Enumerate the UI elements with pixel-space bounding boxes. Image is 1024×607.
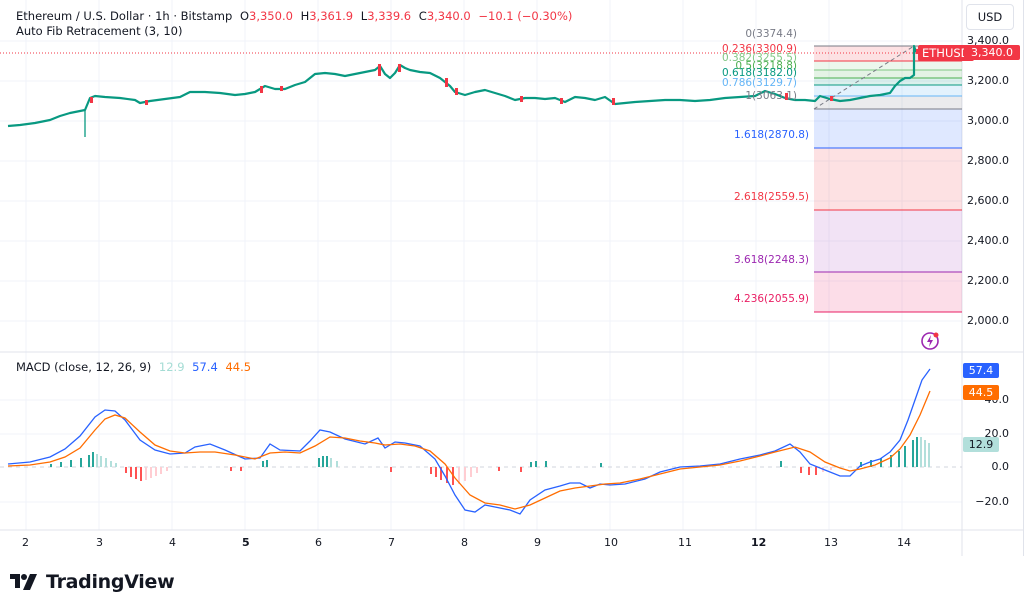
fib-label-0236: 0.236(3300.9): [722, 43, 797, 55]
high-value: 3,361.9: [309, 9, 354, 23]
time-label: 8: [461, 536, 468, 549]
macd-legend[interactable]: MACD (close, 12, 26, 9) 12.9 57.4 44.5: [16, 360, 251, 374]
fib-retracement-zones: [813, 45, 962, 313]
close-value: 3,340.0: [426, 9, 471, 23]
change-value: −10.1 (−0.30%): [478, 9, 573, 23]
time-label: 5: [242, 536, 250, 549]
chart-canvas[interactable]: [0, 0, 1024, 556]
low-value: 3,339.6: [367, 9, 412, 23]
time-label: 10: [604, 536, 618, 549]
open-value: 3,350.0: [249, 9, 293, 23]
price-tick: 2,600.0: [967, 194, 1009, 207]
fib-label-3618: 3.618(2248.3): [734, 254, 809, 266]
open-label: O: [239, 9, 250, 23]
fib-label-1618: 1.618(2870.8): [734, 129, 809, 141]
fib-label-0786: 0.786(3129.7): [722, 77, 797, 89]
indicator-legend[interactable]: Auto Fib Retracement (3, 10): [16, 24, 183, 38]
last-price-tag: 3,340.0: [964, 45, 1020, 60]
macd-histogram-value: 12.9: [158, 360, 185, 374]
macd-tick: 20.0: [984, 427, 1010, 440]
fib-label-0382: 0.382(3255.5): [722, 52, 797, 64]
time-label: 2: [22, 536, 29, 549]
time-label: 11: [678, 536, 692, 549]
time-label: 6: [315, 536, 322, 549]
low-label: L: [360, 9, 368, 23]
price-tick: 3,200.0: [967, 74, 1009, 87]
fib-label-2618: 2.618(2559.5): [734, 191, 809, 203]
fib-label-4236: 4.236(2055.9): [734, 293, 809, 305]
symbol-title: Ethereum / U.S. Dollar · 1h · Bitstamp: [16, 9, 233, 23]
fib-label-1: 1(3063.1): [745, 90, 797, 102]
lightning-alert-icon[interactable]: [920, 331, 940, 351]
high-label: H: [300, 9, 310, 23]
time-label: 7: [388, 536, 395, 549]
time-label: 14: [897, 536, 911, 549]
currency-button[interactable]: USD: [966, 4, 1014, 30]
fib-label-05: 0.5(3218.8): [735, 60, 797, 72]
macd-signal-value: 44.5: [225, 360, 252, 374]
signal-value-tag: 44.5: [963, 385, 999, 400]
time-label: 12: [751, 536, 767, 549]
tradingview-logo-icon: [10, 574, 37, 590]
price-tick: 3,400.0: [967, 34, 1009, 47]
price-grid: [0, 40, 962, 503]
fib-label-0618: 0.618(3182.0): [722, 67, 797, 79]
close-label: C: [418, 9, 427, 23]
macd-tick: 0.0: [991, 460, 1010, 473]
chart-frame: Ethereum / U.S. Dollar · 1h · Bitstamp O…: [0, 0, 1024, 556]
price-candles: [7, 44, 919, 137]
price-tick: 3,000.0: [967, 114, 1009, 127]
price-tick: 2,400.0: [967, 234, 1009, 247]
symbol-tag: ETHUSD: [918, 45, 974, 61]
signal-line: [7, 390, 931, 510]
macd-tick: −20.0: [975, 495, 1009, 508]
price-tick: 2,000.0: [967, 314, 1009, 327]
time-grid: [25, 0, 903, 530]
macd-line: [7, 368, 931, 515]
macd-title: MACD (close, 12, 26, 9): [16, 360, 152, 374]
macd-value: 57.4: [192, 360, 218, 374]
macd-histogram: [50, 437, 930, 485]
macd-value-tag: 57.4: [963, 363, 999, 378]
symbol-legend[interactable]: Ethereum / U.S. Dollar · 1h · Bitstamp O…: [16, 8, 572, 25]
time-label: 3: [96, 536, 103, 549]
time-label: 13: [824, 536, 838, 549]
price-tick: 2,800.0: [967, 154, 1009, 167]
price-tick: 2,200.0: [967, 274, 1009, 287]
tradingview-logo[interactable]: TradingView: [10, 571, 175, 593]
histogram-value-tag: 12.9: [963, 437, 999, 452]
fib-label-0: 0(3374.4): [745, 28, 797, 40]
brand-name: TradingView: [46, 571, 175, 593]
time-label: 9: [534, 536, 541, 549]
time-label: 4: [169, 536, 176, 549]
